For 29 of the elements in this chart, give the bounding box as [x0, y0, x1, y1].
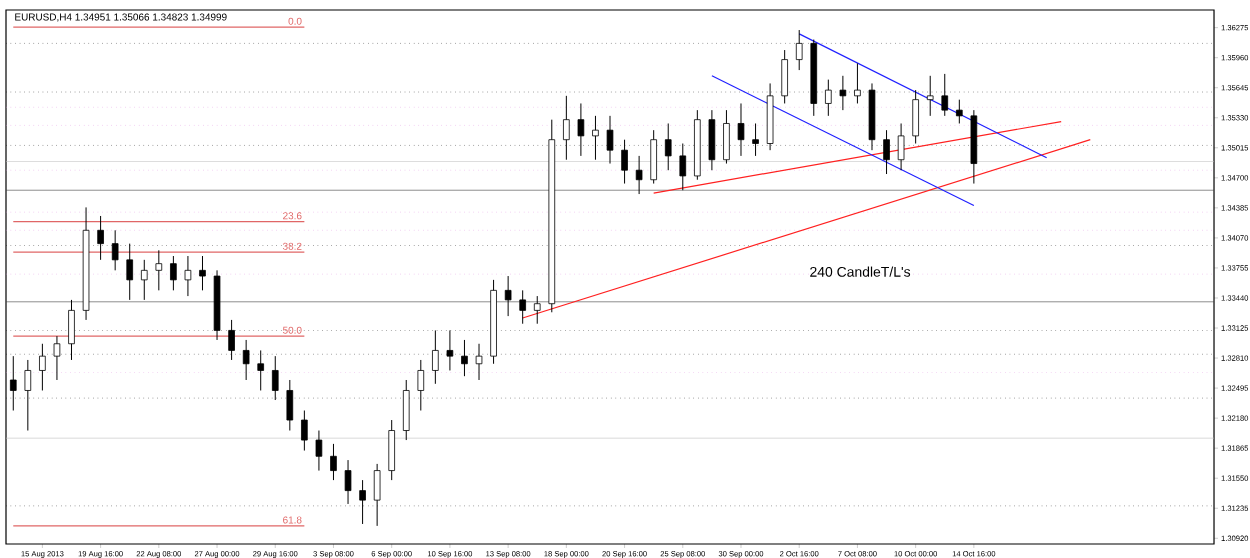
candlestick	[315, 430, 323, 472]
candlestick	[286, 379, 294, 432]
candlestick	[679, 143, 687, 191]
candlestick	[24, 359, 32, 432]
candlestick	[257, 349, 265, 391]
candlestick	[504, 275, 512, 317]
candlestick	[475, 343, 483, 381]
candlestick	[301, 410, 308, 452]
candlestick	[533, 295, 541, 325]
candlestick	[577, 102, 585, 157]
candlestick	[344, 459, 352, 505]
candlestick	[155, 249, 163, 291]
candlestick	[606, 115, 614, 165]
candlestick	[956, 99, 963, 124]
candlestick	[519, 289, 526, 325]
candlestick	[635, 155, 643, 195]
candlestick	[140, 259, 148, 301]
candlestick	[199, 255, 206, 291]
candlestick	[388, 419, 395, 481]
candlestick	[912, 89, 919, 145]
candlestick	[461, 339, 468, 377]
candlestick	[330, 443, 337, 481]
candlestick	[417, 359, 425, 411]
candlestick	[184, 255, 192, 297]
candlestick	[781, 49, 788, 104]
candlestick	[592, 115, 599, 161]
candlestick	[650, 129, 657, 185]
candlestick	[373, 463, 381, 527]
candlestick	[170, 255, 177, 291]
